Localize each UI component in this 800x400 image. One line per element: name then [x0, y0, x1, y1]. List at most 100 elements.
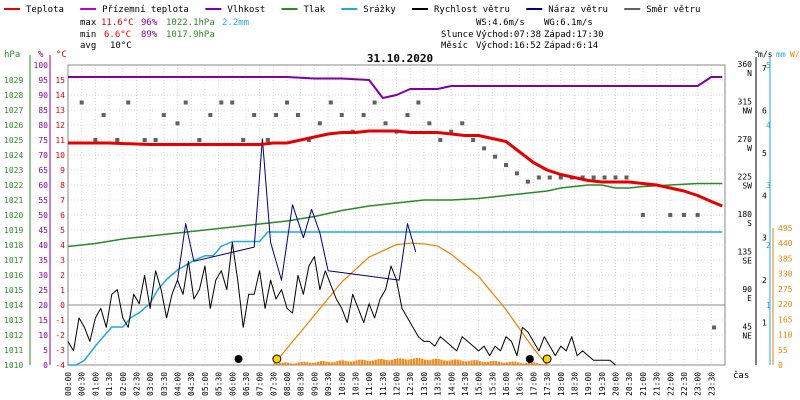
solar-bar — [464, 361, 468, 365]
solar-bar — [377, 359, 380, 365]
tick-label-humidity: 70 — [38, 151, 48, 160]
legend-label-1: Přízemní teplota — [102, 5, 189, 15]
tick-label-wind: 3 — [762, 234, 767, 243]
tick-label-pressure: 1018 — [4, 241, 23, 250]
legend-label-0: Teplota — [26, 5, 64, 15]
tick-label-time: 07:30 — [269, 372, 278, 396]
tick-label-dir-name: W — [747, 144, 752, 153]
solar-bar — [511, 361, 514, 365]
tick-label-dir-name: N — [747, 69, 752, 78]
solar-bar — [415, 358, 418, 365]
stats-max-temp: 11.6°C — [101, 18, 134, 28]
wind-dir-point — [285, 100, 289, 105]
solar-bar — [369, 360, 372, 365]
solar-bar — [311, 362, 314, 365]
solar-bar — [412, 358, 416, 365]
tick-label-humidity: 100 — [34, 61, 49, 70]
wind-dir-point — [197, 138, 202, 142]
solar-bar — [418, 358, 421, 365]
wind-dir-point — [339, 113, 344, 117]
tick-label-solar: 220 — [778, 300, 793, 309]
wind-dir-point — [142, 138, 147, 142]
tick-label-time: 15:30 — [488, 372, 497, 396]
tick-label-time: 21:30 — [653, 372, 662, 396]
legend-label-3: Tlak — [304, 5, 326, 15]
tick-label-time: 02:30 — [132, 372, 141, 396]
tick-label-wind: 6 — [762, 106, 767, 115]
solar-bar — [278, 363, 281, 365]
solar-bar — [319, 361, 323, 365]
solar-bar — [300, 361, 303, 365]
tick-label-dir-name: SE — [742, 257, 752, 266]
solar-bar — [426, 360, 429, 365]
solar-bar — [281, 362, 284, 365]
solar-bar — [478, 360, 481, 365]
tick-label-wind: 4 — [762, 191, 767, 200]
solar-bar — [522, 363, 525, 365]
solar-bar — [339, 360, 342, 365]
wind-dir-point — [427, 121, 432, 126]
solar-bar — [467, 361, 470, 365]
wind-dir-point — [241, 138, 246, 142]
chart-title: 31.10.2020 — [367, 52, 433, 65]
time-axis-label: čas — [733, 370, 749, 381]
wind-dir-point — [471, 138, 476, 142]
tick-label-time: 01:30 — [105, 372, 114, 396]
tick-label-time: 23:30 — [707, 372, 716, 396]
solar-bar — [503, 362, 506, 365]
tick-label-temp: 4 — [60, 241, 65, 250]
tick-label-time: 07:00 — [256, 372, 265, 396]
tick-label-pressure: 1029 — [4, 76, 23, 85]
axis-header-hpa: hPa — [4, 50, 20, 60]
moonrise-marker — [525, 355, 534, 363]
tick-label-temp: -1 — [55, 316, 65, 325]
solar-bar — [349, 361, 353, 365]
tick-label-temp: 1 — [60, 286, 65, 295]
tick-label-dir: 135 — [738, 248, 753, 257]
tick-label-humidity: 10 — [38, 331, 48, 340]
tick-label-humidity: 65 — [38, 166, 48, 175]
tick-label-time: 21:00 — [639, 372, 648, 396]
stats-panel: max 11.6°C 96% 1022.1hPa 2.2mm min 6.6°C… — [80, 18, 249, 51]
sun-label: Slunce — [441, 30, 474, 40]
sunset-marker — [542, 354, 552, 364]
solar-bar — [371, 360, 375, 365]
solar-bar — [533, 362, 536, 365]
tick-label-time: 11:00 — [365, 372, 374, 396]
tick-label-time: 14:30 — [461, 372, 470, 396]
tick-label-humidity: 55 — [38, 196, 48, 205]
series-line-srážky — [68, 231, 723, 366]
legend-label-6: Náraz větru — [548, 5, 608, 15]
solar-bar — [306, 362, 309, 365]
wind-dir-point — [493, 154, 498, 159]
tick-label-pressure: 1021 — [4, 196, 23, 205]
stats-max-rain: 2.2mm — [222, 18, 249, 28]
tick-label-humidity: 45 — [38, 226, 48, 235]
tick-label-time: 05:30 — [215, 372, 224, 396]
solar-bar — [358, 359, 361, 365]
tick-label-pressure: 1019 — [4, 226, 23, 235]
solar-bar — [276, 363, 279, 365]
solar-bar — [484, 362, 487, 365]
tick-label-time: 17:00 — [529, 372, 538, 396]
wind-dir-point — [416, 100, 421, 105]
tick-label-wind: 7 — [762, 64, 767, 73]
tick-label-temp: 11 — [55, 136, 65, 145]
series-line-rychlost-větru — [67, 241, 616, 366]
solar-bar — [333, 361, 336, 365]
axis-header-degc: °C — [56, 50, 67, 60]
tick-label-humidity: 0 — [43, 361, 48, 370]
wind-dir-point — [405, 113, 410, 117]
tick-label-pressure: 1017 — [4, 256, 23, 265]
solar-bar — [536, 363, 539, 365]
tick-label-time: 08:00 — [283, 372, 292, 396]
solar-bar — [341, 360, 344, 365]
solar-bar — [295, 363, 298, 365]
wind-dir-point — [591, 175, 596, 180]
tick-label-humidity: 15 — [38, 316, 48, 325]
wind-dir-point — [372, 100, 377, 105]
solar-bar — [440, 359, 443, 365]
solar-bar — [475, 360, 479, 365]
axis-header-ms: m/s — [758, 50, 773, 59]
tick-label-dir-name: E — [747, 294, 752, 303]
